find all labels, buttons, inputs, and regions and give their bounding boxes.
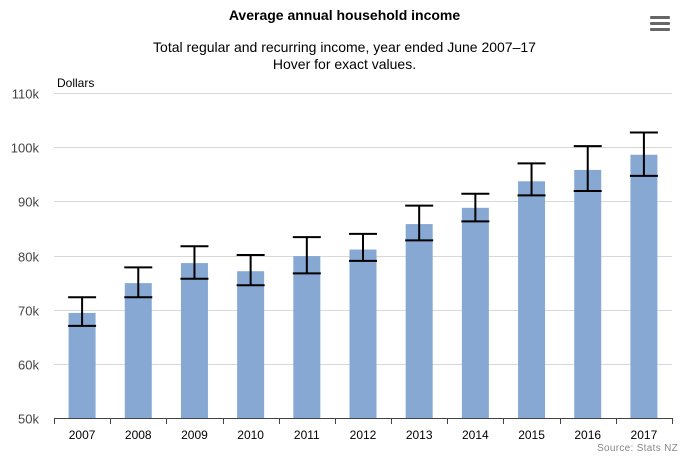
bar-2015[interactable] <box>518 181 546 418</box>
x-tick-label-2011: 2011 <box>294 428 320 442</box>
x-tick-label-2014: 2014 <box>462 428 489 442</box>
chart-subtitle-line-2: Hover for exact values. <box>272 56 417 72</box>
x-tick-label-2009: 2009 <box>181 428 208 442</box>
y-tick-label-100k: 100k <box>11 141 40 156</box>
chart-subtitle: Total regular and recurring income, year… <box>0 39 689 73</box>
bar-layer <box>68 154 658 418</box>
x-tick-label-2012: 2012 <box>350 428 377 442</box>
error-bar-2015 <box>517 162 546 197</box>
y-tick-label-60k: 60k <box>18 358 39 373</box>
error-bar-2017 <box>629 131 658 177</box>
x-tick-label-2010: 2010 <box>237 428 264 442</box>
error-bar-2012 <box>349 232 377 262</box>
error-bar-2011 <box>292 236 321 275</box>
error-bar-layer <box>68 131 658 327</box>
error-bar-2016 <box>573 145 602 193</box>
bar-2016[interactable] <box>574 169 602 418</box>
x-tick-label-2016: 2016 <box>574 428 601 442</box>
chart-title: Average annual household income <box>228 7 461 23</box>
bar-2011[interactable] <box>293 256 321 418</box>
hamburger-menu-icon[interactable] <box>648 14 672 34</box>
menu-bar-top <box>650 16 670 19</box>
bar-2007[interactable] <box>68 312 96 418</box>
y-axis-unit-label: Dollars <box>57 76 95 90</box>
bar-2013[interactable] <box>405 224 433 418</box>
y-tick-label-80k: 80k <box>18 250 39 265</box>
error-bar-2014 <box>461 192 490 223</box>
bar-2012[interactable] <box>349 249 377 418</box>
source-credit: Source: Stats NZ <box>597 443 678 454</box>
y-tick-label-90k: 90k <box>18 195 39 210</box>
bar-2009[interactable] <box>180 263 208 418</box>
error-bar-2013 <box>405 204 434 242</box>
chart-subtitle-line-1: Total regular and recurring income, year… <box>153 39 536 55</box>
error-bar-2008 <box>124 266 153 299</box>
x-tick-labels: 2007 2008 2009 2010 2011 2012 2013 2014 2015 2016… <box>69 428 658 442</box>
x-tick-label-2013: 2013 <box>406 428 433 442</box>
menu-bar-bottom <box>650 28 670 31</box>
y-tick-label-70k: 70k <box>18 304 39 319</box>
x-tick-label-2017: 2017 <box>631 428 658 442</box>
axis-layer <box>54 418 673 424</box>
bar-2014[interactable] <box>461 207 489 418</box>
bar-2017[interactable] <box>630 154 658 418</box>
error-bar-2007 <box>68 296 97 327</box>
menu-bar-middle <box>650 22 670 25</box>
y-tick-label-110k: 110k <box>12 87 40 102</box>
error-bar-2010 <box>236 253 265 287</box>
x-tick-label-2008: 2008 <box>125 428 152 442</box>
y-tick-labels: 50k 60k 70k 80k 90k 100k 110k <box>11 87 40 427</box>
x-tick-label-2015: 2015 <box>518 428 545 442</box>
x-tick-label-2007: 2007 <box>69 428 96 442</box>
bar-2008[interactable] <box>124 283 152 418</box>
bar-2010[interactable] <box>237 271 265 418</box>
y-tick-label-50k: 50k <box>18 412 39 427</box>
error-bar-2009 <box>180 245 209 280</box>
